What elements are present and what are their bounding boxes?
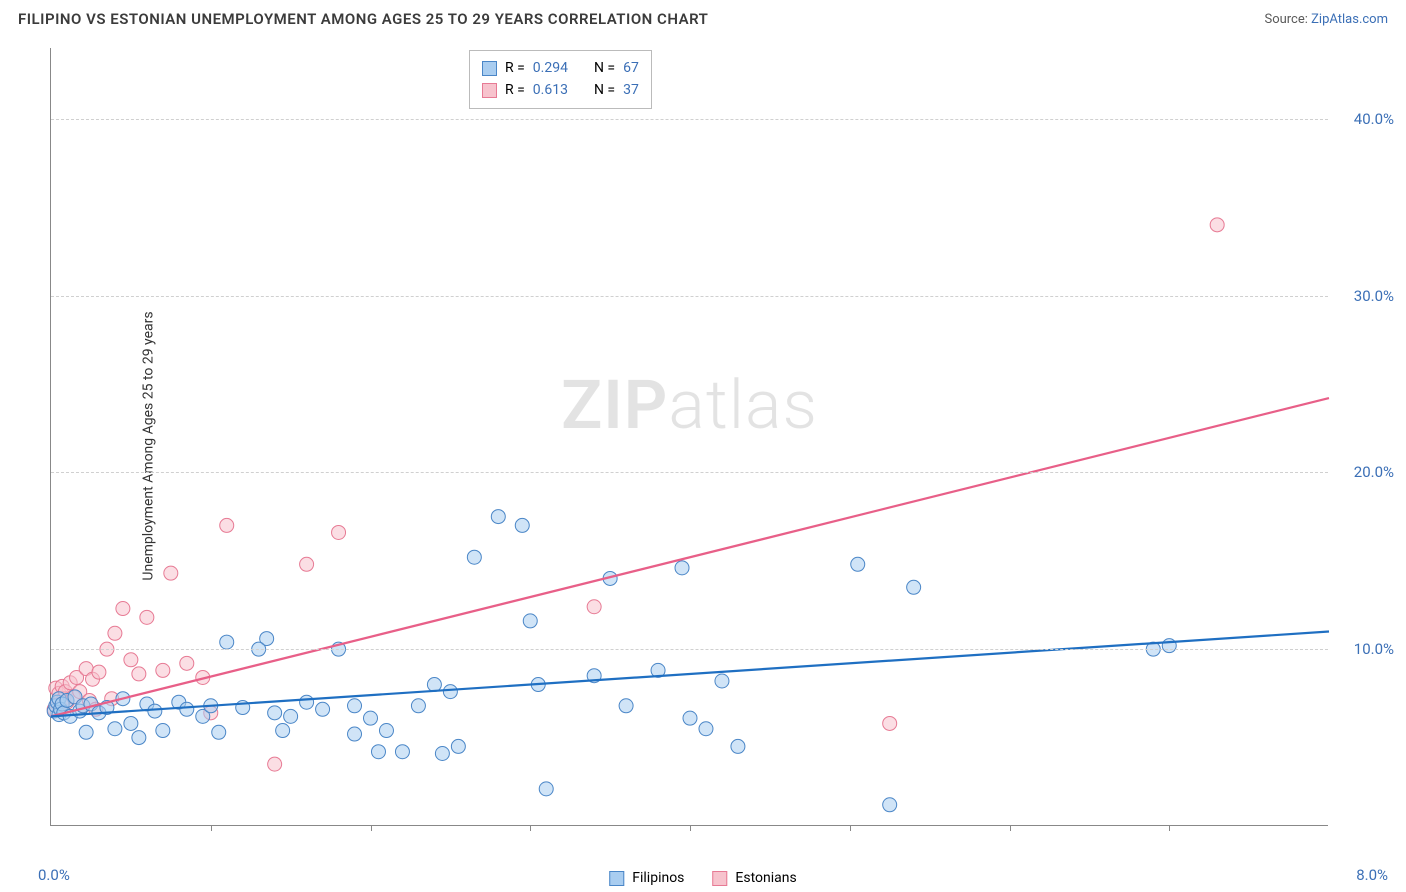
- n-value: 37: [623, 79, 639, 101]
- data-point: [108, 626, 122, 640]
- scatter-svg: [51, 48, 1328, 825]
- data-point: [284, 709, 298, 723]
- data-point: [715, 674, 729, 688]
- data-point: [268, 706, 282, 720]
- y-tick-label: 40.0%: [1354, 110, 1394, 128]
- legend-item: Filipinos: [609, 870, 684, 886]
- chart-title: FILIPINO VS ESTONIAN UNEMPLOYMENT AMONG …: [18, 10, 708, 28]
- source-link[interactable]: ZipAtlas.com: [1311, 12, 1388, 27]
- data-point: [220, 518, 234, 532]
- legend-swatch: [482, 83, 497, 98]
- data-point: [491, 510, 505, 524]
- data-point: [539, 782, 553, 796]
- data-point: [132, 667, 146, 681]
- x-tick: [690, 825, 691, 831]
- data-point: [364, 711, 378, 725]
- data-point: [683, 711, 697, 725]
- data-point: [116, 602, 130, 616]
- y-tick-label: 20.0%: [1354, 463, 1394, 481]
- data-point: [180, 656, 194, 670]
- data-point: [523, 614, 537, 628]
- gridline: [51, 296, 1328, 297]
- data-point: [371, 745, 385, 759]
- data-point: [443, 685, 457, 699]
- data-point: [124, 716, 138, 730]
- legend-row: R = 0.294 N = 67: [482, 57, 639, 79]
- r-value: 0.613: [533, 79, 568, 101]
- data-point: [348, 727, 362, 741]
- data-point: [675, 561, 689, 575]
- series-legend: Filipinos Estonians: [609, 870, 797, 886]
- n-value: 67: [623, 57, 639, 79]
- data-point: [276, 724, 290, 738]
- x-tick: [530, 825, 531, 831]
- r-label: R =: [505, 57, 525, 79]
- r-label: R =: [505, 79, 525, 101]
- legend-label: Filipinos: [632, 870, 684, 886]
- data-point: [156, 663, 170, 677]
- data-point: [587, 600, 601, 614]
- x-tick: [211, 825, 212, 831]
- data-point: [619, 699, 633, 713]
- x-tick: [371, 825, 372, 831]
- gridline: [51, 119, 1328, 120]
- legend-swatch: [712, 871, 727, 886]
- n-label: N =: [594, 57, 615, 79]
- gridline: [51, 472, 1328, 473]
- data-point: [699, 722, 713, 736]
- data-point: [332, 525, 346, 539]
- data-point: [156, 724, 170, 738]
- data-point: [435, 747, 449, 761]
- data-point: [108, 722, 122, 736]
- data-point: [395, 745, 409, 759]
- y-tick-label: 30.0%: [1354, 287, 1394, 305]
- n-label: N =: [594, 79, 615, 101]
- legend-label: Estonians: [735, 870, 796, 886]
- data-point: [164, 566, 178, 580]
- x-tick: [1010, 825, 1011, 831]
- data-point: [451, 739, 465, 753]
- r-value: 0.294: [533, 57, 568, 79]
- chart-plot-area: ZIPatlas R =0.294N =67R =0.613N =37: [50, 48, 1328, 826]
- data-point: [316, 702, 330, 716]
- data-point: [427, 678, 441, 692]
- data-point: [731, 739, 745, 753]
- data-point: [268, 757, 282, 771]
- data-point: [907, 580, 921, 594]
- data-point: [467, 550, 481, 564]
- trend-line: [51, 632, 1329, 717]
- data-point: [883, 798, 897, 812]
- data-point: [379, 724, 393, 738]
- y-tick-label: 10.0%: [1354, 640, 1394, 658]
- x-axis-min-label: 0.0%: [38, 866, 70, 884]
- data-point: [348, 699, 362, 713]
- trend-line: [51, 398, 1329, 716]
- data-point: [300, 695, 314, 709]
- data-point: [92, 665, 106, 679]
- source-attribution: Source: ZipAtlas.com: [1264, 12, 1388, 27]
- data-point: [148, 704, 162, 718]
- legend-item: Estonians: [712, 870, 796, 886]
- data-point: [411, 699, 425, 713]
- x-tick: [1169, 825, 1170, 831]
- data-point: [883, 716, 897, 730]
- data-point: [1210, 218, 1224, 232]
- legend-row: R = 0.613 N = 37: [482, 79, 639, 101]
- x-tick: [850, 825, 851, 831]
- x-axis-max-label: 8.0%: [1356, 866, 1388, 884]
- data-point: [140, 610, 154, 624]
- data-point: [180, 702, 194, 716]
- data-point: [515, 518, 529, 532]
- legend-swatch: [482, 61, 497, 76]
- legend-swatch: [609, 871, 624, 886]
- data-point: [220, 635, 234, 649]
- data-point: [132, 731, 146, 745]
- data-point: [300, 557, 314, 571]
- data-point: [124, 653, 138, 667]
- gridline: [51, 649, 1328, 650]
- data-point: [212, 725, 226, 739]
- correlation-legend: R = 0.294 N = 67 R = 0.613 N = 37: [469, 50, 652, 109]
- data-point: [79, 725, 93, 739]
- data-point: [851, 557, 865, 571]
